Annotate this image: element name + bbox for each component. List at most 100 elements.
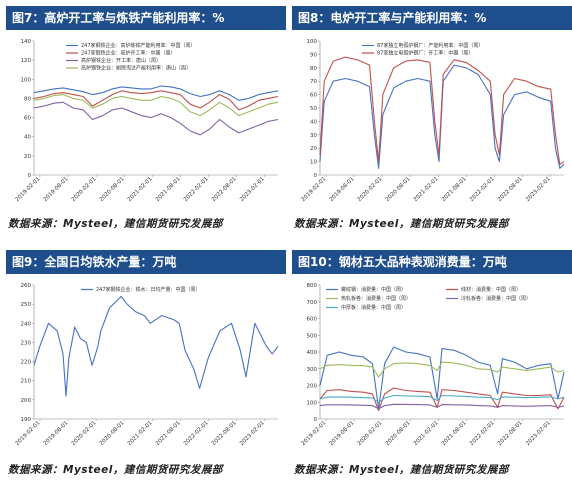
legend-label: 线材：消费量：中国（周） — [461, 286, 521, 293]
y-tick-label: 40 — [24, 135, 31, 141]
y-tick-label: 250 — [21, 302, 32, 308]
x-tick-label: 2023-02-01 — [239, 420, 266, 447]
series-line-3 — [33, 101, 279, 136]
x-tick-label: 2019-02-01 — [15, 420, 42, 447]
y-tick-label: 0 — [314, 173, 318, 179]
series-line-1 — [33, 85, 279, 101]
series-line-2 — [319, 56, 565, 165]
x-tick-label: 2019-08-01 — [329, 420, 356, 447]
x-tick-label: 2023-02-01 — [525, 176, 552, 203]
y-tick-label: 20 — [24, 154, 31, 160]
legend-label: 冷轧板卷：消费量：中国（周） — [461, 295, 531, 302]
y-tick-label: 700 — [307, 300, 318, 306]
x-tick-label: 2019-08-01 — [329, 176, 356, 203]
legend-label: 87家独立电弧炉钢厂：产能利用率：中国（周） — [377, 42, 483, 49]
series-line-1 — [33, 295, 279, 397]
series-line-5 — [319, 394, 565, 403]
chart-7-source: 数据来源：Mysteel，建信期货研究发展部 — [8, 218, 223, 230]
y-tick-label: 240 — [21, 321, 32, 327]
y-tick-label: 200 — [307, 384, 318, 390]
x-tick-label: 2021-08-01 — [441, 176, 468, 203]
chart-9-source: 数据来源：Mysteel，建信期货研究发展部 — [8, 464, 223, 476]
x-tick-label: 2019-08-01 — [43, 176, 70, 203]
x-tick-label: 2021-02-01 — [413, 176, 440, 203]
y-tick-label: 260 — [21, 283, 32, 289]
x-tick-label: 2020-08-01 — [99, 176, 126, 203]
x-tick-label: 2022-02-01 — [183, 420, 210, 447]
series-line-1 — [319, 64, 565, 169]
series-line-1 — [319, 346, 565, 410]
x-tick-label: 2020-08-01 — [385, 176, 412, 203]
legend-label: 247家钢铁企业：铁水：日均产量：中国（周） — [96, 286, 201, 293]
x-tick-label: 2021-02-01 — [127, 176, 154, 203]
y-tick-label: 500 — [307, 333, 318, 339]
legend-label: 87家独立电弧炉钢厂：开工率：中国（周） — [377, 50, 473, 57]
x-tick-label: 2019-02-01 — [301, 176, 328, 203]
x-tick-label: 2020-02-01 — [71, 420, 98, 447]
series-line-3 — [319, 361, 565, 378]
x-tick-label: 2022-08-01 — [497, 420, 524, 447]
chart-9-title: 图9：全国日均铁水产量：万吨 — [6, 250, 286, 274]
y-tick-label: 220 — [21, 360, 32, 366]
y-tick-label: 600 — [307, 317, 318, 323]
y-tick-label: 800 — [307, 283, 318, 289]
x-tick-label: 2023-02-01 — [239, 176, 266, 203]
series-line-4 — [33, 94, 279, 117]
y-tick-label: 30 — [310, 133, 317, 139]
y-tick-label: 190 — [21, 417, 32, 423]
x-tick-label: 2021-02-01 — [413, 420, 440, 447]
x-tick-label: 2020-02-01 — [71, 176, 98, 203]
x-tick-label: 2022-08-01 — [211, 420, 238, 447]
series-line-4 — [319, 403, 565, 410]
y-tick-label: 40 — [310, 119, 317, 125]
y-tick-label: 100 — [307, 400, 318, 406]
y-tick-label: 80 — [310, 66, 317, 72]
y-tick-label: 90 — [310, 52, 317, 58]
y-tick-label: 70 — [310, 79, 317, 85]
y-tick-label: 80 — [24, 96, 31, 102]
chart-7-title: 图7：高炉开工率与炼铁产能利用率：% — [6, 6, 286, 30]
x-tick-label: 2023-02-01 — [525, 420, 552, 447]
y-tick-label: 210 — [21, 379, 32, 385]
legend-label: 247家钢铁企业：高炉开工率：中国（周） — [81, 50, 176, 57]
legend-label: 高炉钢铁企业：开工率：唐山（周） — [81, 57, 161, 64]
panel-chart-7: 图7：高炉开工率与炼铁产能利用率：% 0 20 40 60 80 100 120 140 201… — [6, 6, 286, 236]
legend-label: 高炉钢铁企业：剔除淘汰产能利用率：唐山（周） — [81, 65, 191, 72]
chart-8-plot: 0 10 20 30 40 50 60 70 80 90 100 2019-02-01 2019-08-… — [301, 39, 565, 203]
y-tick-label: 300 — [307, 367, 318, 373]
y-tick-label: 50 — [310, 106, 317, 112]
chart-10-source: 数据来源：Mysteel，建信期货研究发展部 — [294, 464, 509, 476]
legend-label: 中厚板：消费量：中国（周） — [341, 304, 406, 311]
chart-9-plot: 190 200 210 220 230 240 250 260 2019-02-01 2019-0… — [15, 283, 279, 447]
x-tick-label: 2021-08-01 — [155, 176, 182, 203]
chart-8-source: 数据来源：Mysteel，建信期货研究发展部 — [294, 218, 509, 230]
series-line-2 — [33, 90, 279, 111]
x-tick-label: 2021-02-01 — [127, 420, 154, 447]
x-tick-label: 2021-08-01 — [441, 420, 468, 447]
x-tick-label: 2019-02-01 — [301, 420, 328, 447]
y-tick-label: 0 — [28, 173, 32, 179]
y-tick-label: 100 — [21, 77, 32, 83]
x-tick-label: 2022-08-01 — [497, 176, 524, 203]
x-tick-label: 2020-02-01 — [357, 176, 384, 203]
y-tick-label: 20 — [310, 146, 317, 152]
x-tick-label: 2022-02-01 — [469, 420, 496, 447]
x-tick-label: 2021-08-01 — [155, 420, 182, 447]
x-tick-label: 2020-08-01 — [99, 420, 126, 447]
panel-chart-9: 图9：全国日均铁水产量：万吨 190 200 210 220 230 240 250 260 2… — [6, 250, 286, 480]
y-tick-label: 140 — [21, 39, 32, 45]
y-tick-label: 230 — [21, 340, 32, 346]
legend-label: 热轧板卷：消费量：中国（周） — [341, 295, 411, 302]
x-tick-label: 2022-02-01 — [469, 176, 496, 203]
y-tick-label: 0 — [314, 417, 318, 423]
chart-10-title: 图10：钢材五大品种表观消费量：万吨 — [292, 250, 572, 274]
y-tick-label: 400 — [307, 350, 318, 356]
chart-8-title: 图8：电炉开工率与产能利用率：% — [292, 6, 572, 30]
y-tick-label: 60 — [24, 116, 31, 122]
legend-label: 247家钢铁企业：高炉炼铁产能利用率：中国（周） — [81, 42, 196, 49]
x-tick-label: 2019-02-01 — [15, 176, 42, 203]
x-tick-label: 2020-02-01 — [357, 420, 384, 447]
legend-label: 螺纹钢：消费量：中国（周） — [341, 286, 406, 293]
x-tick-label: 2022-02-01 — [183, 176, 210, 203]
x-tick-label: 2020-08-01 — [385, 420, 412, 447]
